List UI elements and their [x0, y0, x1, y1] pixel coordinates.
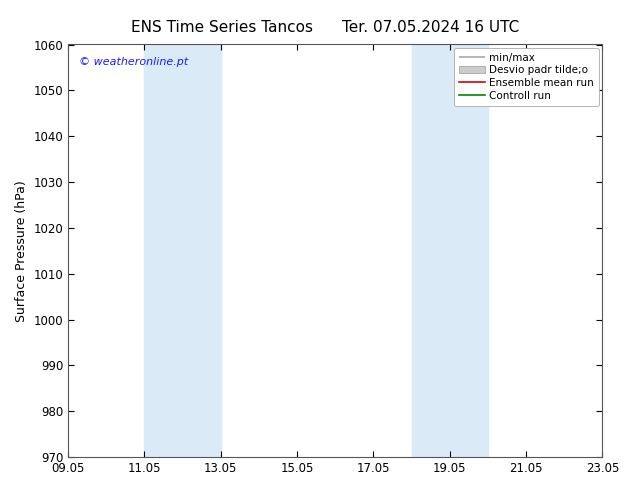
Y-axis label: Surface Pressure (hPa): Surface Pressure (hPa) [15, 180, 28, 322]
Bar [145, 45, 221, 457]
Text: ENS Time Series Tancos: ENS Time Series Tancos [131, 20, 313, 35]
Text: © weatheronline.pt: © weatheronline.pt [79, 57, 188, 67]
Legend: min/max, Desvio padr tilde;o, Ensemble mean run, Controll run: min/max, Desvio padr tilde;o, Ensemble m… [454, 48, 599, 106]
Text: Ter. 07.05.2024 16 UTC: Ter. 07.05.2024 16 UTC [342, 20, 520, 35]
Bar [411, 45, 488, 457]
